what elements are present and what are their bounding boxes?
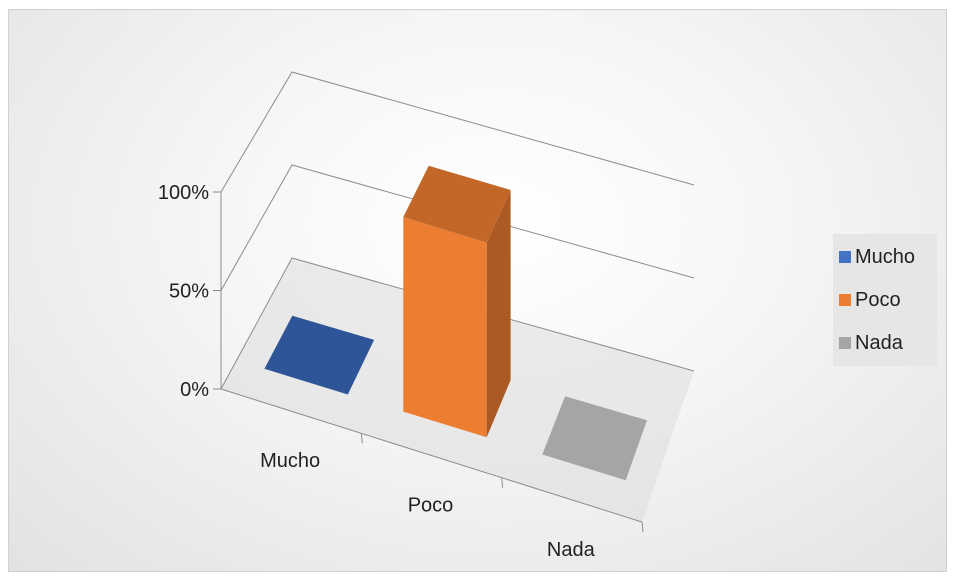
legend-swatch-mucho bbox=[839, 251, 851, 263]
legend-label-nada: Nada bbox=[855, 331, 903, 354]
y-tick-label-1: 50% bbox=[169, 281, 209, 303]
gridline-0 bbox=[220, 257, 695, 390]
legend-label-mucho: Mucho bbox=[855, 245, 916, 268]
y-tick-label-2: 100% bbox=[158, 182, 209, 204]
x-axis-line bbox=[220, 388, 643, 523]
bar-top-poco bbox=[403, 165, 511, 243]
bar-top-nada bbox=[542, 396, 647, 481]
legend-item-mucho: Mucho bbox=[839, 242, 915, 272]
gridlines bbox=[220, 71, 695, 390]
gridline-100 bbox=[220, 71, 695, 193]
legend-item-poco: Poco bbox=[839, 285, 901, 315]
tick-labels: 0% 50% 100% Mucho Poco Nada bbox=[158, 182, 596, 561]
legend-swatch-poco bbox=[839, 294, 851, 306]
x-tick-label-nada: Nada bbox=[547, 539, 596, 561]
bar-side-poco bbox=[486, 190, 511, 438]
y-tick-label-0: 0% bbox=[180, 379, 209, 401]
legend: Mucho Poco Nada bbox=[833, 234, 937, 366]
bar-front-poco bbox=[403, 217, 487, 438]
x-tick-2 bbox=[501, 477, 504, 488]
bar-poco bbox=[403, 165, 511, 438]
x-tick-label-mucho: Mucho bbox=[260, 450, 320, 472]
bar-mucho bbox=[264, 315, 375, 395]
gridline-50 bbox=[220, 164, 695, 291]
bar-nada bbox=[542, 396, 647, 481]
x-tick-3 bbox=[641, 521, 644, 533]
x-tick-label-poco: Poco bbox=[408, 495, 454, 517]
bars bbox=[264, 165, 647, 481]
legend-swatch-nada bbox=[839, 337, 851, 349]
legend-label-poco: Poco bbox=[855, 288, 901, 311]
bar-top-mucho bbox=[264, 315, 375, 395]
legend-item-nada: Nada bbox=[839, 328, 903, 358]
axes bbox=[213, 191, 644, 533]
x-tick-1 bbox=[360, 433, 363, 444]
